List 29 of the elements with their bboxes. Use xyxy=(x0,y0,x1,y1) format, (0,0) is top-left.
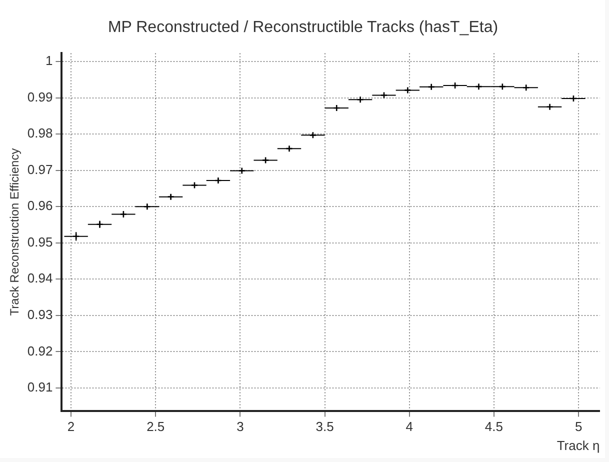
x-tick-label: 3 xyxy=(236,419,244,434)
point xyxy=(120,210,128,218)
point xyxy=(143,202,151,210)
x-tick-label: 3.5 xyxy=(316,419,334,434)
point xyxy=(286,144,293,152)
y-tick-label: 0.91 xyxy=(27,380,53,395)
point xyxy=(214,176,222,184)
x-tick-label: 2 xyxy=(67,419,75,434)
point xyxy=(167,193,174,200)
y-tick-label: 0.96 xyxy=(27,198,53,214)
y-tick-label: 0.93 xyxy=(27,306,53,322)
x-tick-label: 4 xyxy=(406,419,413,434)
point xyxy=(190,182,198,189)
point xyxy=(238,167,246,174)
y-tick-label: 0.99 xyxy=(27,89,53,104)
x-tick-label: 2.5 xyxy=(146,419,165,434)
x-tick-label: 4.5 xyxy=(484,419,503,434)
y-tick-label: 1 xyxy=(45,53,53,68)
point xyxy=(262,156,270,164)
x-tick-label: 5 xyxy=(574,419,582,434)
chart-title: MP Reconstructed / Reconstructible Tracks (hasT_Eta) xyxy=(108,19,498,36)
y-tick-label: 0.94 xyxy=(27,270,53,286)
y-tick-label: 0.97 xyxy=(27,162,53,177)
x-axis-title: Track η xyxy=(556,438,600,453)
y-tick-label: 0.95 xyxy=(27,234,53,250)
point xyxy=(96,220,104,228)
y-axis-title: Track Reconstruction Efficiency xyxy=(8,148,22,316)
y-tick-label: 0.92 xyxy=(27,343,53,358)
y-tick-label: 0.98 xyxy=(27,126,53,141)
